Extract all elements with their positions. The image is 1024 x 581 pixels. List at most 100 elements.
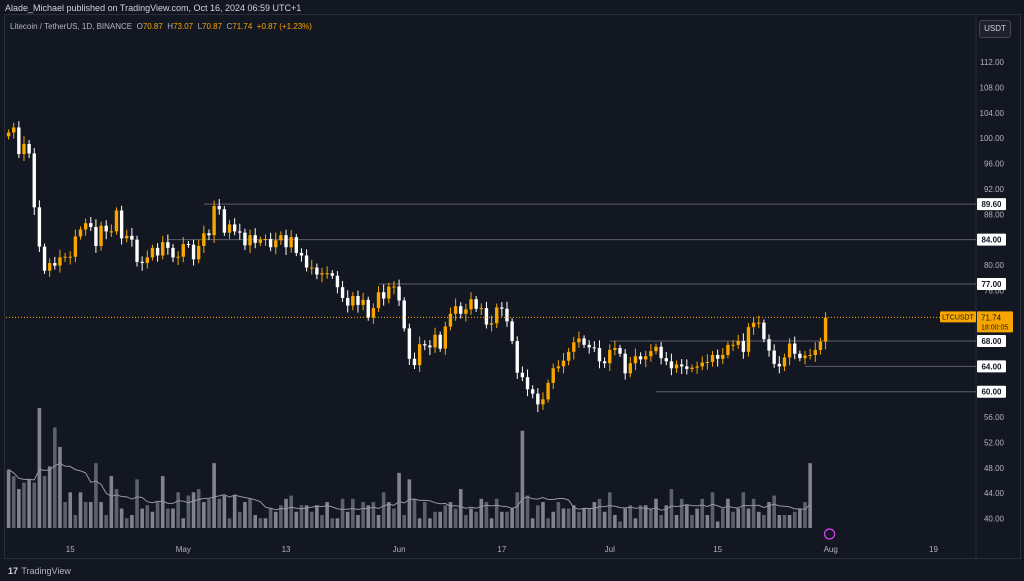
- candle-body: [335, 275, 340, 288]
- volume-bar: [803, 502, 807, 528]
- candle-body: [22, 143, 26, 155]
- candle-body: [536, 393, 540, 405]
- x-tick-label: 13: [282, 545, 291, 554]
- currency-button[interactable]: USDT: [979, 20, 1011, 38]
- volume-bar: [345, 511, 350, 528]
- candle-body: [191, 244, 196, 260]
- candle-body: [459, 306, 463, 314]
- candle-body: [736, 341, 740, 345]
- candle-body: [279, 235, 283, 241]
- volume-bar: [294, 511, 299, 528]
- x-tick-label: Jun: [393, 545, 406, 554]
- volume-bar: [202, 502, 206, 528]
- volume-bar: [207, 498, 211, 528]
- candle-body: [438, 334, 442, 349]
- candle-body: [351, 296, 355, 306]
- volume-bar: [643, 505, 648, 528]
- volume-bar: [32, 482, 37, 528]
- volume-bar: [571, 505, 576, 528]
- volume-bar: [27, 479, 31, 528]
- volume-bar: [464, 515, 468, 528]
- volume-bar: [772, 495, 776, 528]
- volume-bar: [361, 502, 365, 528]
- volume-bar: [315, 505, 319, 528]
- volume-bar: [798, 508, 802, 528]
- candle-body: [238, 231, 242, 233]
- volume-bar: [767, 502, 771, 528]
- chart-frame: [4, 14, 1021, 559]
- candle-body: [17, 127, 21, 155]
- symbol-tag-bg: [940, 311, 976, 323]
- tradingview-logo-icon: 17: [8, 566, 19, 576]
- candle-body: [417, 344, 422, 366]
- candle-body: [243, 232, 247, 246]
- candle-body: [757, 322, 761, 324]
- candle-body: [525, 377, 530, 390]
- volume-bar: [114, 489, 119, 528]
- candle-body: [412, 358, 417, 366]
- candle-body: [140, 261, 144, 264]
- level-price-label: 84.00: [981, 236, 1002, 245]
- volume-bar: [63, 502, 67, 528]
- volume-bar: [284, 498, 288, 528]
- candle-body: [78, 229, 83, 237]
- countdown-label: 18:00:05: [981, 324, 1008, 331]
- candle-body: [248, 235, 252, 246]
- candle-body: [520, 372, 525, 378]
- volume-bar: [166, 508, 170, 528]
- candle-body: [798, 353, 802, 359]
- candle-body: [685, 366, 689, 369]
- volume-bar: [356, 515, 360, 528]
- volume-bar: [263, 518, 268, 528]
- candlestick-chart[interactable]: 112.00108.00104.00100.0096.0092.0088.008…: [0, 0, 1024, 562]
- candle-body: [602, 361, 607, 364]
- candle-body: [715, 354, 720, 359]
- volume-bar: [705, 515, 710, 528]
- volume-bar: [597, 498, 602, 528]
- candle-body: [222, 209, 227, 233]
- candle-body: [366, 299, 370, 318]
- volume-bar: [94, 463, 98, 528]
- candle-body: [793, 343, 797, 354]
- volume-bar: [664, 505, 669, 528]
- candle-body: [320, 273, 324, 275]
- volume-bar: [68, 492, 73, 528]
- tradingview-logo[interactable]: 17 TradingView: [8, 566, 71, 576]
- candle-body: [679, 364, 684, 367]
- candle-body: [751, 322, 756, 328]
- volume-bar: [196, 489, 201, 528]
- symbol-tag: LTCUSDT: [942, 314, 974, 321]
- candle-body: [700, 362, 704, 367]
- candle-body: [710, 354, 715, 362]
- volume-bar: [515, 492, 520, 528]
- candle-body: [556, 366, 561, 369]
- candle-body: [823, 317, 828, 342]
- candle-body: [469, 299, 473, 310]
- candle-body: [597, 348, 602, 362]
- candle-body: [474, 299, 478, 309]
- candle-body: [505, 308, 509, 322]
- candle-body: [582, 338, 586, 345]
- volume-bar: [268, 508, 273, 528]
- symbol-title[interactable]: Litecoin / TetherUS, 1D, BINANCE: [10, 22, 133, 31]
- candle-body: [294, 237, 299, 253]
- candle-body: [654, 346, 658, 352]
- y-tick-label: 52.00: [984, 438, 1005, 447]
- candle-body: [289, 237, 293, 248]
- candle-body: [181, 244, 185, 257]
- volume-bar: [443, 505, 448, 528]
- candle-body: [12, 127, 16, 133]
- candle-body: [453, 306, 458, 314]
- volume-bar: [433, 511, 437, 528]
- volume-bar: [695, 508, 699, 528]
- candle-body: [495, 307, 499, 324]
- volume-ma-line: [8, 462, 811, 511]
- candle-body: [340, 287, 345, 298]
- volume-bar: [582, 508, 586, 528]
- volume-bar: [171, 508, 175, 528]
- level-price-label-bg: [977, 198, 1006, 211]
- volume-bar: [73, 515, 78, 528]
- volume-bar: [500, 511, 504, 528]
- volume-bar: [628, 505, 633, 528]
- volume-bar: [541, 502, 545, 528]
